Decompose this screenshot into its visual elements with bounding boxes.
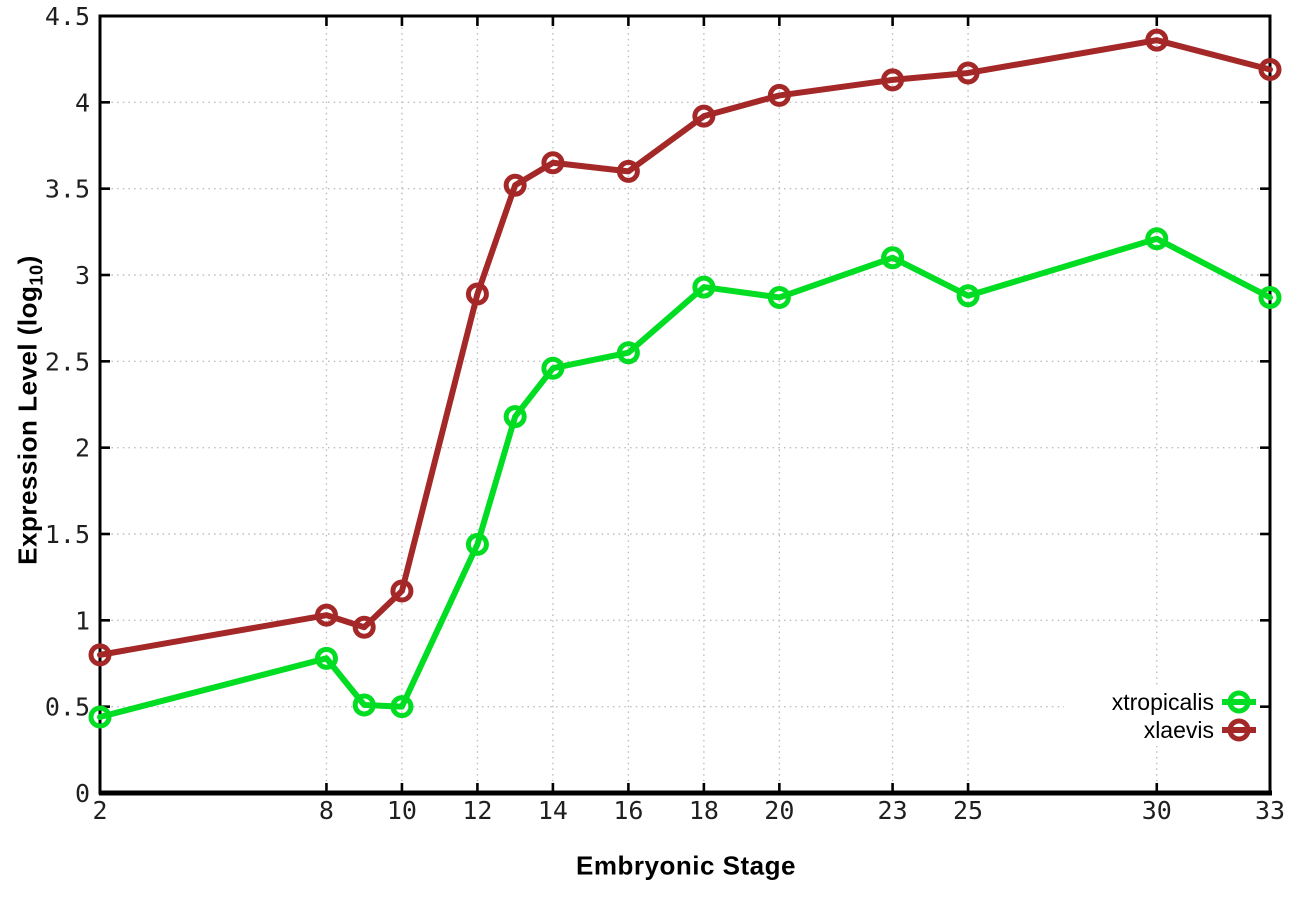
data-point-xlaevis bbox=[541, 151, 565, 175]
data-point-xlaevis bbox=[314, 603, 338, 627]
y-tick-label: 0 bbox=[75, 779, 90, 808]
y-tick-label: 3.5 bbox=[45, 175, 90, 204]
data-point-xtropicalis bbox=[1145, 227, 1169, 251]
x-axis-title: Embryonic Stage bbox=[576, 850, 796, 881]
data-point-xlaevis bbox=[390, 579, 414, 603]
x-tick-label: 25 bbox=[953, 796, 983, 825]
data-point-xtropicalis bbox=[692, 275, 716, 299]
x-tick-label: 33 bbox=[1255, 796, 1285, 825]
data-point-xlaevis bbox=[881, 68, 905, 92]
x-tick-label: 12 bbox=[462, 796, 492, 825]
data-point-xtropicalis bbox=[465, 532, 489, 556]
data-point-xlaevis bbox=[1145, 28, 1169, 52]
x-tick-label: 23 bbox=[878, 796, 908, 825]
data-point-xtropicalis bbox=[1258, 285, 1282, 309]
data-point-xlaevis bbox=[692, 104, 716, 128]
series-line-xlaevis bbox=[97, 37, 1273, 658]
x-tick-label: 18 bbox=[689, 796, 719, 825]
y-tick-label: 3 bbox=[75, 261, 90, 290]
y-tick-label: 4.5 bbox=[45, 2, 90, 31]
data-point-xtropicalis bbox=[314, 646, 338, 670]
data-point-xtropicalis bbox=[88, 705, 112, 729]
legend-sample-marker-xlaevis bbox=[1227, 718, 1251, 742]
data-point-xtropicalis bbox=[767, 285, 791, 309]
y-axis-title-post: ) bbox=[12, 255, 43, 265]
data-point-xlaevis bbox=[88, 643, 112, 667]
data-point-xlaevis bbox=[767, 83, 791, 107]
x-tick-label: 20 bbox=[764, 796, 794, 825]
legend-sample-marker-xtropicalis bbox=[1227, 690, 1251, 714]
series-line-xtropicalis bbox=[97, 235, 1273, 721]
data-point-xlaevis bbox=[465, 282, 489, 306]
x-tick-label: 2 bbox=[92, 796, 107, 825]
y-tick-label: 1.5 bbox=[45, 520, 90, 549]
data-point-xtropicalis bbox=[503, 405, 527, 429]
data-point-xtropicalis bbox=[390, 695, 414, 719]
data-point-xtropicalis bbox=[541, 356, 565, 380]
y-tick-label: 2 bbox=[75, 434, 90, 463]
data-point-xlaevis bbox=[616, 159, 640, 183]
data-point-xlaevis bbox=[1258, 58, 1282, 82]
x-tick-label: 10 bbox=[387, 796, 417, 825]
data-point-xtropicalis bbox=[956, 284, 980, 308]
y-tick-label: 2.5 bbox=[45, 347, 90, 376]
data-point-xtropicalis bbox=[352, 693, 376, 717]
legend-label-xlaevis: xlaevis bbox=[1144, 717, 1214, 743]
x-tick-label: 14 bbox=[538, 796, 568, 825]
data-point-xtropicalis bbox=[881, 246, 905, 270]
y-axis-title-sub: 10 bbox=[26, 264, 47, 286]
data-point-xlaevis bbox=[956, 61, 980, 85]
data-point-xlaevis bbox=[503, 173, 527, 197]
y-tick-label: 4 bbox=[75, 88, 90, 117]
x-tick-label: 16 bbox=[613, 796, 643, 825]
y-tick-label: 1 bbox=[75, 606, 90, 635]
data-point-xlaevis bbox=[352, 615, 376, 639]
y-axis-title-pre: Expression Level (log bbox=[12, 285, 43, 565]
y-tick-label: 0.5 bbox=[45, 693, 90, 722]
data-point-xtropicalis bbox=[616, 341, 640, 365]
legend-label-xtropicalis: xtropicalis bbox=[1112, 689, 1214, 715]
x-tick-label: 8 bbox=[319, 796, 334, 825]
x-tick-label: 30 bbox=[1142, 796, 1172, 825]
y-axis-title: Expression Level (log10) bbox=[12, 255, 47, 565]
